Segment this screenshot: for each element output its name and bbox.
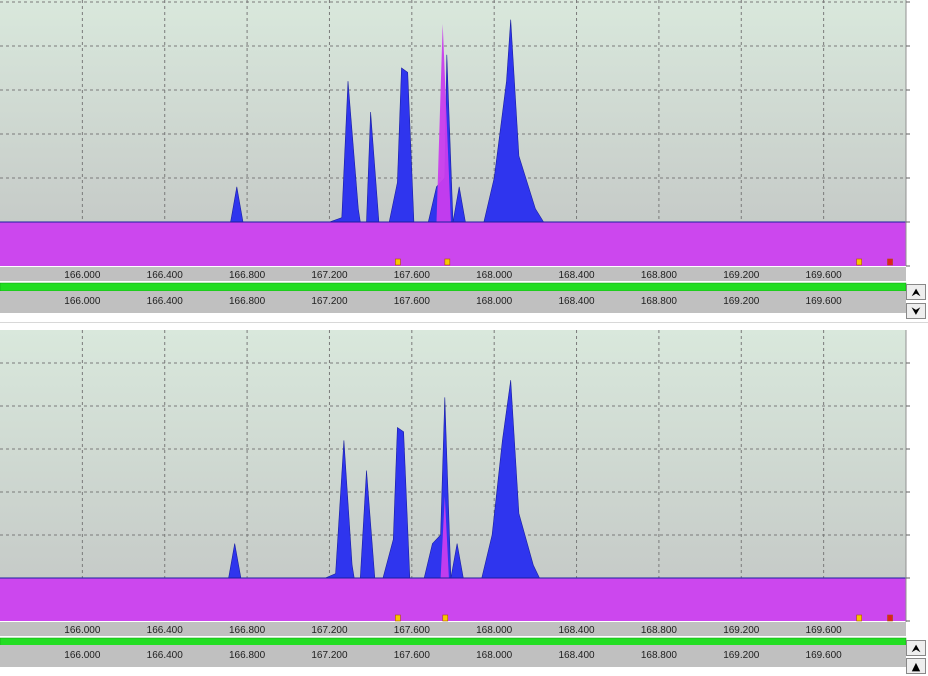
marker-yellow bbox=[856, 614, 862, 622]
x-tick-label-secondary: 168.000 bbox=[476, 296, 513, 307]
x-tick-label: 166.800 bbox=[229, 625, 266, 636]
range-scrollbar[interactable] bbox=[0, 282, 907, 292]
x-tick-label-secondary: 167.600 bbox=[394, 296, 431, 307]
x-tick-label: 169.200 bbox=[723, 625, 760, 636]
x-tick-label-secondary: 168.800 bbox=[641, 296, 678, 307]
x-tick-label: 168.800 bbox=[641, 270, 678, 281]
x-tick-label-secondary: 166.800 bbox=[229, 296, 266, 307]
x-tick-label-secondary: 166.400 bbox=[147, 650, 184, 661]
marker-yellow bbox=[395, 614, 401, 622]
scroll-small-up-button[interactable]: ▲ bbox=[906, 658, 926, 674]
x-tick-label-secondary: 169.200 bbox=[723, 296, 760, 307]
marker-yellow bbox=[444, 258, 451, 266]
x-tick-label-secondary: 168.400 bbox=[558, 650, 595, 661]
x-tick-label-secondary: 166.000 bbox=[64, 650, 101, 661]
x-tick-label: 168.400 bbox=[558, 625, 595, 636]
x-tick-label-secondary: 166.800 bbox=[229, 650, 266, 661]
x-scale-bar bbox=[0, 267, 906, 281]
double-chevron-down-icon: ⮟ bbox=[911, 304, 921, 318]
x-tick-label: 167.600 bbox=[394, 270, 431, 281]
marker-yellow bbox=[856, 258, 862, 266]
x-scale-bar-secondary bbox=[0, 645, 906, 667]
y-axis-strip bbox=[906, 0, 928, 266]
series-baseline-fill bbox=[0, 496, 906, 621]
x-tick-label: 169.600 bbox=[806, 270, 843, 281]
y-axis-strip bbox=[906, 330, 928, 622]
x-tick-label-secondary: 166.400 bbox=[147, 296, 184, 307]
x-tick-label-secondary: 168.400 bbox=[558, 296, 595, 307]
x-scale-bar bbox=[0, 622, 906, 636]
x-tick-label: 167.200 bbox=[311, 625, 348, 636]
scroll-up-button[interactable]: ⮝ bbox=[906, 640, 926, 656]
x-tick-label-secondary: 167.600 bbox=[394, 650, 431, 661]
x-tick-label-secondary: 169.600 bbox=[806, 650, 843, 661]
x-tick-label: 168.000 bbox=[476, 625, 513, 636]
x-tick-label-secondary: 167.200 bbox=[311, 650, 348, 661]
marker-red bbox=[887, 614, 893, 622]
x-tick-label-secondary: 168.000 bbox=[476, 650, 513, 661]
marker-red bbox=[887, 258, 893, 266]
plot-area bbox=[0, 330, 906, 578]
marker-yellow bbox=[395, 258, 401, 266]
panel-divider[interactable] bbox=[0, 322, 928, 331]
marker-yellow bbox=[442, 614, 449, 622]
x-tick-label: 167.600 bbox=[394, 625, 431, 636]
chart-bottom: 50.040.030.020.010.00.0-10.0166.000166.4… bbox=[0, 330, 928, 667]
x-tick-label: 166.400 bbox=[147, 270, 184, 281]
x-tick-label: 169.600 bbox=[806, 625, 843, 636]
series-baseline-fill bbox=[0, 24, 906, 266]
chart-panel-bottom: 50.040.030.020.010.00.0-10.0166.000166.4… bbox=[0, 330, 928, 676]
x-tick-label: 168.000 bbox=[476, 270, 513, 281]
x-tick-label: 168.400 bbox=[558, 270, 595, 281]
triangle-up-icon: ▲ bbox=[911, 659, 921, 673]
scroll-up-button[interactable]: ⮝ bbox=[906, 284, 926, 300]
x-tick-label-secondary: 168.800 bbox=[641, 650, 678, 661]
chart-panel-top: 50.040.030.020.010.00.0-10.0166.000166.4… bbox=[0, 0, 928, 322]
x-tick-label: 166.000 bbox=[64, 270, 101, 281]
chart-top: 50.040.030.020.010.00.0-10.0166.000166.4… bbox=[0, 0, 928, 313]
double-chevron-up-icon: ⮝ bbox=[911, 285, 921, 299]
x-tick-label-secondary: 169.600 bbox=[806, 296, 843, 307]
x-tick-label: 168.800 bbox=[641, 625, 678, 636]
double-chevron-up-icon: ⮝ bbox=[911, 641, 921, 655]
x-tick-label: 167.200 bbox=[311, 270, 348, 281]
plot-area bbox=[0, 0, 906, 222]
x-tick-label: 169.200 bbox=[723, 270, 760, 281]
x-tick-label-secondary: 166.000 bbox=[64, 296, 101, 307]
range-scrollbar[interactable] bbox=[0, 637, 907, 647]
x-tick-label-secondary: 167.200 bbox=[311, 296, 348, 307]
x-scale-bar-secondary bbox=[0, 291, 906, 313]
x-tick-label: 166.000 bbox=[64, 625, 101, 636]
scroll-down-button[interactable]: ⮟ bbox=[906, 303, 926, 319]
x-tick-label: 166.800 bbox=[229, 270, 266, 281]
x-tick-label-secondary: 169.200 bbox=[723, 650, 760, 661]
x-tick-label: 166.400 bbox=[147, 625, 184, 636]
